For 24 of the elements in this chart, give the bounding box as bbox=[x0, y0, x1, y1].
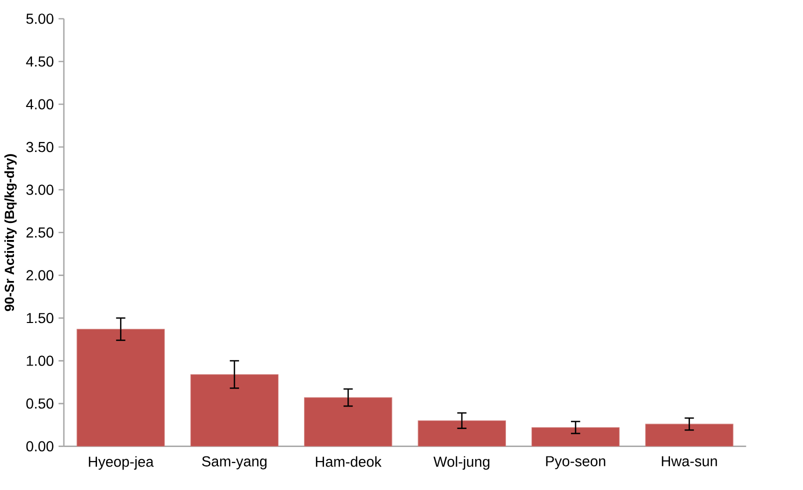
y-tick-label: 2.00 bbox=[26, 270, 54, 281]
x-tick-label: Hyeop-jea bbox=[88, 456, 154, 470]
bar bbox=[645, 424, 734, 447]
x-tick-label: Pyo-seon bbox=[546, 456, 606, 470]
y-tick-label: 3.00 bbox=[26, 184, 54, 196]
y-tick-label: 4.00 bbox=[26, 99, 54, 110]
y-tick-label: 3.50 bbox=[26, 142, 54, 152]
y-tick-label: 1.00 bbox=[26, 356, 54, 366]
x-tick-label: Sam-yang bbox=[202, 456, 266, 470]
x-tick-label: Ham-deok bbox=[316, 456, 382, 467]
y-tick-label: 1.50 bbox=[26, 313, 54, 324]
x-tick-label: Hwa-sun bbox=[662, 456, 717, 466]
y-tick-label: 5.00 bbox=[26, 14, 54, 24]
bar bbox=[304, 397, 392, 447]
x-tick-label: Wol-jung bbox=[433, 456, 490, 470]
y-tick-label: 0.50 bbox=[26, 398, 54, 409]
y-axis-title: 90-Sr Activity (Bq/kg-dry) bbox=[4, 154, 17, 312]
y-tick-label: 2.50 bbox=[26, 228, 54, 238]
bar bbox=[190, 374, 278, 447]
bar bbox=[418, 420, 506, 447]
bar bbox=[76, 329, 165, 447]
y-tick-label: 0.00 bbox=[26, 441, 54, 452]
y-tick-label: 4.50 bbox=[26, 56, 54, 67]
bar bbox=[532, 427, 620, 447]
